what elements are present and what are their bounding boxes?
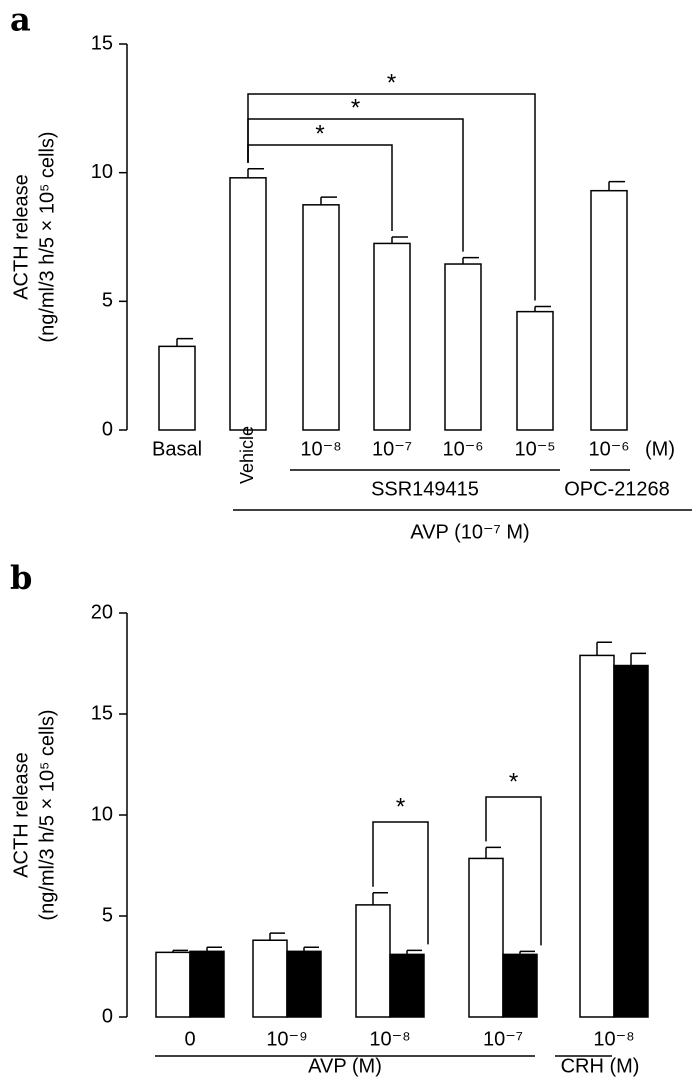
bracket — [372, 821, 429, 945]
bracket — [247, 93, 536, 301]
panel-label: a — [10, 1, 31, 39]
bar — [444, 263, 482, 431]
group-label: OPC-21268 — [564, 478, 670, 500]
error-bar — [519, 950, 535, 955]
panel-label: b — [10, 559, 32, 597]
group-label: SSR149415 — [371, 478, 479, 500]
error-bar — [372, 892, 388, 905]
bar — [189, 950, 225, 1018]
bar — [373, 242, 411, 431]
y-axis-label: (ng/ml/3 h/5 × 10⁵ cells) — [36, 131, 58, 342]
bar — [355, 904, 391, 1018]
error-bar — [608, 180, 625, 191]
y-axis-label: ACTH release — [10, 752, 32, 878]
x-tick-label: 10⁻⁷ — [483, 1028, 523, 1050]
error-bar — [534, 305, 551, 312]
error-bar — [485, 846, 501, 859]
x-tick-label: 10⁻⁶ — [442, 438, 483, 460]
y-tick-label: 5 — [102, 904, 113, 926]
bar — [389, 953, 425, 1018]
significance: * — [315, 120, 324, 147]
error-bar — [269, 932, 285, 941]
y-tick-label: 15 — [91, 702, 113, 724]
significance: * — [351, 94, 360, 121]
error-bar — [176, 337, 193, 347]
y-tick-label: 10 — [91, 161, 113, 183]
bar — [516, 310, 554, 431]
x-tick-label: 10⁻⁶ — [588, 438, 629, 460]
bar — [286, 950, 322, 1018]
bar — [579, 654, 615, 1018]
group-label: CRH (M) — [561, 1055, 640, 1077]
y-tick-label: 10 — [91, 803, 113, 825]
bar — [252, 939, 288, 1018]
x-tick-label: 10⁻⁹ — [266, 1028, 307, 1050]
y-tick-label: 20 — [91, 601, 113, 623]
bar — [468, 857, 504, 1018]
error-bar — [391, 236, 408, 244]
x-tick-label: 10⁻⁸ — [593, 1028, 634, 1050]
y-tick-label: 0 — [102, 418, 113, 440]
bar — [155, 951, 191, 1018]
error-bar — [247, 168, 264, 178]
error-bar — [320, 196, 337, 205]
bar — [158, 345, 196, 431]
group-label: AVP (M) — [308, 1055, 382, 1077]
y-axis-label: ACTH release — [10, 174, 32, 300]
error-bar — [406, 949, 422, 955]
bar — [502, 953, 538, 1018]
bar — [229, 177, 267, 431]
bracket — [485, 796, 542, 946]
bar — [590, 189, 628, 431]
y-tick-label: 15 — [91, 32, 113, 54]
error-bar — [630, 652, 646, 666]
y-tick-label: 5 — [102, 290, 113, 312]
x-tick-label: 10⁻⁵ — [514, 438, 555, 460]
error-bar — [596, 641, 612, 656]
bracket — [247, 118, 464, 252]
significance: * — [396, 793, 405, 820]
x-tick-label: 10⁻⁸ — [369, 1028, 410, 1050]
x-tick-label: Basal — [152, 438, 202, 460]
x-tick-label: 0 — [184, 1028, 195, 1050]
unit-label: (M) — [645, 438, 675, 460]
significance: * — [509, 768, 518, 795]
x-tick-label: Vehicle — [237, 426, 257, 484]
significance: * — [387, 69, 396, 96]
y-tick-label: 0 — [102, 1005, 113, 1027]
y-axis-label: (ng/ml/3 h/5 × 10⁵ cells) — [36, 709, 58, 920]
error-bar — [206, 946, 222, 952]
error-bar — [462, 256, 479, 265]
x-tick-label: 10⁻⁸ — [300, 438, 341, 460]
bar — [613, 664, 649, 1018]
error-bar — [172, 949, 188, 953]
group-label: AVP (10⁻⁷ M) — [410, 521, 529, 543]
x-tick-label: 10⁻⁷ — [372, 438, 412, 460]
error-bar — [303, 946, 319, 952]
bar — [302, 204, 340, 431]
